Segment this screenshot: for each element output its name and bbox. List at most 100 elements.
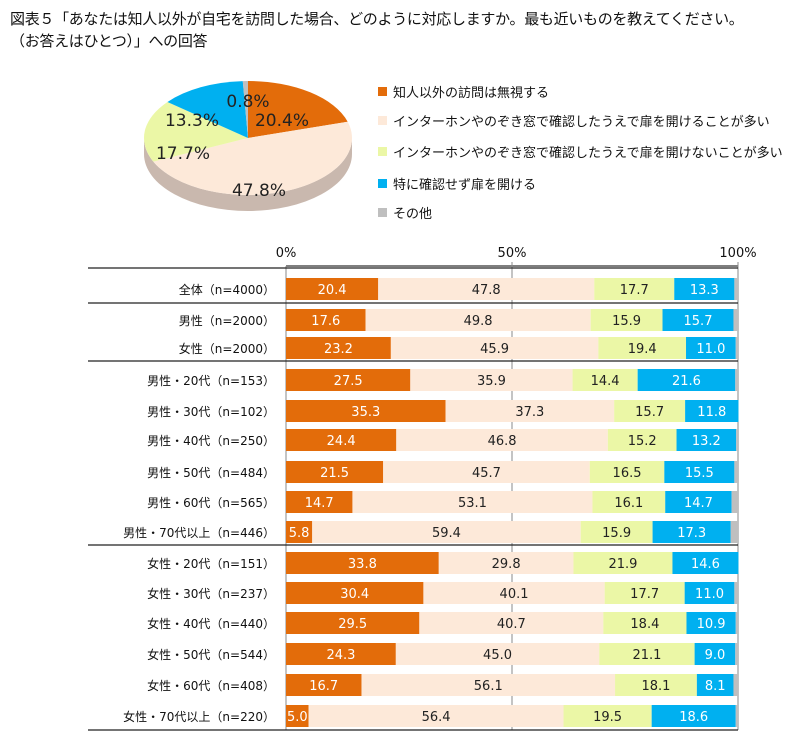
bar-data-label: 45.7 <box>472 466 501 481</box>
bar-segment <box>736 429 738 451</box>
bar-segment <box>286 674 362 696</box>
bar-segment <box>637 369 736 391</box>
pie-side <box>144 138 352 211</box>
bar-data-label: 8.1 <box>705 679 726 694</box>
row-label: 女性・40代（n=440） <box>147 617 275 631</box>
pie-label: 20.4% <box>255 111 309 131</box>
bar-segment <box>731 491 738 513</box>
bar-segment <box>438 552 574 574</box>
pie-label: 13.3% <box>165 111 219 131</box>
bar-data-label: 15.9 <box>612 314 641 329</box>
bar-data-label: 15.2 <box>628 434 657 449</box>
bar-segment <box>286 309 366 331</box>
bar-segment <box>733 309 738 331</box>
bar-data-label: 14.7 <box>305 496 334 511</box>
bar-segment <box>361 674 616 696</box>
bar-segment <box>365 309 591 331</box>
legend-label: インターホンやのぞき窓で確認したうえで扉を開けないことが多い <box>393 146 783 161</box>
bar-data-label: 27.5 <box>334 374 363 389</box>
legend-item: その他 <box>378 203 432 222</box>
legend-label: インターホンやのぞき窓で確認したうえで扉を開けることが多い <box>393 115 770 130</box>
bar-segment <box>598 337 687 359</box>
bar-segment <box>286 582 424 604</box>
x-tick-label: 100% <box>719 246 757 261</box>
bar-data-label: 56.1 <box>474 679 503 694</box>
bar-segment <box>672 552 739 574</box>
bar-data-label: 33.8 <box>348 557 377 572</box>
bar-segment <box>395 643 600 665</box>
row-label: 男性・60代（n=565） <box>147 496 275 510</box>
bar-data-label: 18.1 <box>641 679 670 694</box>
bar-segment <box>396 429 608 451</box>
bar-data-label: 15.7 <box>684 314 713 329</box>
legend-swatch <box>378 87 387 96</box>
legend-item: 特に確認せず扉を開ける <box>378 174 536 193</box>
bar-segment <box>696 674 734 696</box>
bar-data-label: 17.3 <box>677 526 706 541</box>
x-tick-label: 0% <box>275 246 297 261</box>
bar-segment <box>423 582 605 604</box>
bar-data-label: 24.3 <box>326 648 355 663</box>
bar-segment <box>580 521 653 543</box>
bar-segment <box>286 337 391 359</box>
bar-segment <box>378 278 595 300</box>
chart-title: 図表５「あなたは知人以外が自宅を訪問した場合、どのように対応しますか。最も近いも… <box>10 8 744 52</box>
bar-data-label: 35.9 <box>477 374 506 389</box>
bar-data-label: 5.8 <box>289 526 310 541</box>
legend-swatch <box>378 116 387 125</box>
bar-data-label: 10.9 <box>697 617 726 632</box>
pie-label: 0.8% <box>226 92 269 112</box>
bar-segment <box>383 461 590 483</box>
bar-data-label: 15.9 <box>602 526 631 541</box>
bar-data-label: 20.4 <box>318 283 347 298</box>
legend-swatch <box>378 208 387 217</box>
bar-segment <box>286 429 397 451</box>
bar-segment <box>734 582 738 604</box>
legend-swatch <box>378 179 387 188</box>
pie-slice <box>167 81 248 138</box>
bar-data-label: 23.2 <box>324 342 353 357</box>
bar-segment <box>286 491 353 513</box>
legend-item: 知人以外の訪問は無視する <box>378 82 549 101</box>
row-label: 女性・50代（n=544） <box>147 648 275 662</box>
legend-swatch <box>378 147 387 156</box>
pie-slice <box>144 101 248 162</box>
bar-segment <box>390 337 599 359</box>
pie-label: 17.7% <box>156 144 210 164</box>
bar-segment <box>419 612 604 634</box>
bar-data-label: 18.6 <box>679 710 708 725</box>
bar-segment <box>685 400 739 422</box>
bar-segment <box>590 309 663 331</box>
bar-data-label: 11.0 <box>695 587 724 602</box>
row-label: 女性・70代以上（n=220） <box>123 710 275 724</box>
bar-data-label: 59.4 <box>432 526 461 541</box>
bar-data-label: 17.7 <box>630 587 659 602</box>
bar-segment <box>286 278 379 300</box>
bar-segment <box>735 369 738 391</box>
bar-segment <box>312 521 581 543</box>
bar-segment <box>665 491 732 513</box>
bar-data-label: 53.1 <box>458 496 487 511</box>
bar-segment <box>308 705 564 727</box>
row-label: 女性・30代（n=237） <box>147 587 275 601</box>
bar-data-label: 24.4 <box>327 434 356 449</box>
bar-segment <box>589 461 665 483</box>
bar-data-label: 17.6 <box>311 314 340 329</box>
pie-slice <box>248 81 348 138</box>
bar-segment <box>410 369 573 391</box>
bar-data-label: 45.0 <box>483 648 512 663</box>
bar-segment <box>286 612 420 634</box>
bar-segment <box>286 705 309 727</box>
pie-slice <box>153 121 353 196</box>
bar-data-label: 21.9 <box>608 557 637 572</box>
bar-data-label: 9.0 <box>705 648 726 663</box>
bar-data-label: 11.0 <box>696 342 725 357</box>
row-label: 男性・20代（n=153） <box>147 374 275 388</box>
bar-data-label: 19.4 <box>628 342 657 357</box>
bar-data-label: 45.9 <box>480 342 509 357</box>
bar-segment <box>735 612 738 634</box>
bar-segment <box>563 705 652 727</box>
bar-segment <box>604 582 685 604</box>
bar-segment <box>445 400 615 422</box>
